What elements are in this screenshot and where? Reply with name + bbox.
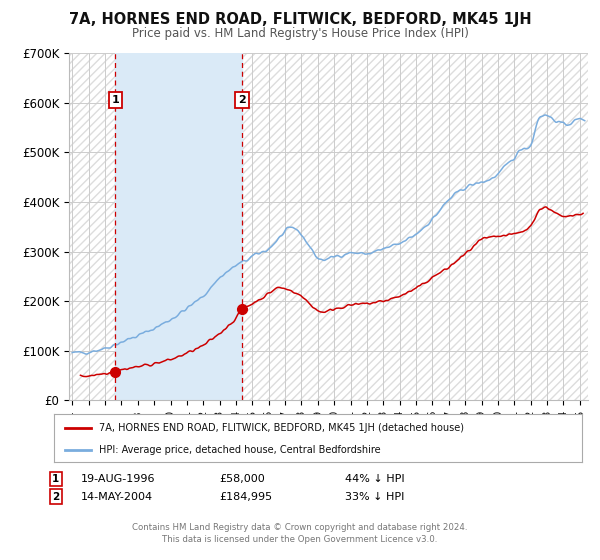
- Text: This data is licensed under the Open Government Licence v3.0.: This data is licensed under the Open Gov…: [163, 535, 437, 544]
- Bar: [115, 53, 242, 400]
- Text: Price paid vs. HM Land Registry's House Price Index (HPI): Price paid vs. HM Land Registry's House …: [131, 27, 469, 40]
- Text: Contains HM Land Registry data © Crown copyright and database right 2024.: Contains HM Land Registry data © Crown c…: [132, 523, 468, 532]
- Bar: [242, 53, 588, 400]
- Text: £58,000: £58,000: [219, 474, 265, 484]
- Bar: [69, 53, 115, 400]
- Text: 1: 1: [52, 474, 59, 484]
- Text: 33% ↓ HPI: 33% ↓ HPI: [345, 492, 404, 502]
- Text: £184,995: £184,995: [219, 492, 272, 502]
- Text: 7A, HORNES END ROAD, FLITWICK, BEDFORD, MK45 1JH (detached house): 7A, HORNES END ROAD, FLITWICK, BEDFORD, …: [99, 423, 464, 433]
- Text: HPI: Average price, detached house, Central Bedfordshire: HPI: Average price, detached house, Cent…: [99, 445, 380, 455]
- Text: 2: 2: [238, 95, 246, 105]
- Text: 44% ↓ HPI: 44% ↓ HPI: [345, 474, 404, 484]
- Text: 19-AUG-1996: 19-AUG-1996: [81, 474, 155, 484]
- Text: 7A, HORNES END ROAD, FLITWICK, BEDFORD, MK45 1JH: 7A, HORNES END ROAD, FLITWICK, BEDFORD, …: [68, 12, 532, 27]
- Text: 1: 1: [112, 95, 119, 105]
- Text: 14-MAY-2004: 14-MAY-2004: [81, 492, 153, 502]
- Text: 2: 2: [52, 492, 59, 502]
